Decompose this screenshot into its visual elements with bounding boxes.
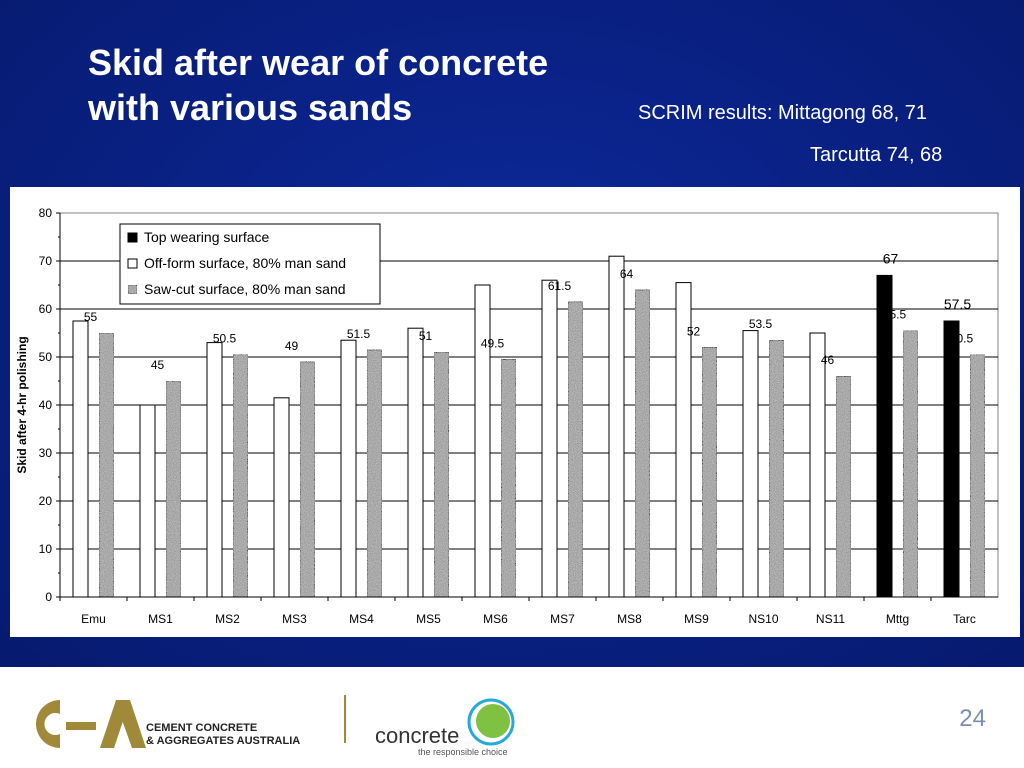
bar-saw-cut-MS7 (567, 301, 584, 598)
bar-off-form-NS11 (809, 332, 826, 598)
y-tick-label: 60 (39, 302, 53, 316)
cca-logo-icon (36, 700, 146, 748)
slide-background: Skid after wear of concrete with various… (0, 0, 1024, 667)
cca-logo-text: CEMENT CONCRETE & AGGREGATES AUSTRALIA (146, 722, 300, 748)
concrete-logo-word: concrete (375, 723, 460, 748)
x-tick-label: Mttg (886, 612, 909, 626)
data-label-saw-MS9: 52 (687, 324, 701, 338)
x-tick-label: Emu (81, 612, 106, 626)
data-label-saw-MS1: 45 (151, 358, 165, 372)
x-tick-label: MS1 (148, 612, 173, 626)
y-tick-label: 30 (39, 446, 53, 460)
y-axis-label: Skid after 4-hr polishing (15, 336, 29, 473)
logo-divider (344, 695, 346, 743)
bar-off-form-NS10 (742, 330, 759, 598)
x-tick-label: Tarc (953, 612, 976, 626)
data-label-saw-MS7: 61.5 (548, 279, 572, 293)
legend-label-0: Top wearing surface (144, 229, 270, 245)
data-label-saw-NS10: 53.5 (749, 317, 773, 331)
x-tick-label: NS11 (816, 612, 845, 626)
bar-saw-cut-MS1 (165, 380, 182, 598)
y-tick-label: 40 (39, 398, 53, 412)
chart-panel: 0 10 20 30 40 50 60 70 80 Skid after 4-hr polishi… (10, 187, 1020, 637)
bar-saw-cut-NS10 (768, 339, 785, 598)
bar-top-wearing-Tarc (943, 320, 960, 598)
bar-off-form-MS3 (273, 397, 290, 598)
bar-saw-cut-Mttg (902, 330, 919, 598)
slide-title-line2: with various sands (88, 87, 413, 128)
data-label-saw-Mttg: 55.5 (883, 308, 907, 322)
bar-saw-cut-Tarc (969, 354, 986, 598)
data-label-saw-MS2: 50.5 (213, 332, 237, 346)
legend-label-2: Saw-cut surface, 80% man sand (144, 281, 346, 297)
cca-line2: & AGGREGATES AUSTRALIA (146, 735, 301, 747)
bar-off-form-MS6 (474, 284, 491, 598)
data-label-saw-MS3: 49 (285, 339, 299, 353)
y-tick-label: 20 (39, 494, 53, 508)
data-label-saw-MS4: 51.5 (347, 327, 371, 341)
slide-number: 24 (959, 705, 986, 732)
slide-title: Skid after wear of concrete with various… (88, 40, 548, 130)
data-label-top-Tarc: 57.5 (944, 296, 971, 312)
bar-off-form-MS7 (541, 279, 558, 598)
y-tick-label: 70 (39, 254, 53, 268)
legend-box (119, 223, 381, 305)
bar-chart: 0 10 20 30 40 50 60 70 80 Skid after 4-hr polishi… (15, 206, 999, 626)
x-tick-label: MS3 (282, 612, 307, 626)
data-label-saw-Emu: 55 (84, 310, 98, 324)
footer: CEMENT CONCRETE & AGGREGATES AUSTRALIA c… (0, 667, 1024, 768)
y-tick-label: 10 (39, 542, 53, 556)
data-label-saw-MS6: 49.5 (481, 336, 505, 350)
data-label-saw-MS8: 64 (620, 267, 634, 281)
bar-off-form-MS5 (407, 327, 424, 598)
bar-saw-cut-NS11 (835, 375, 852, 598)
y-tick-label: 0 (45, 590, 52, 604)
scrim-results-line1: SCRIM results: Mittagong 68, 71 (638, 102, 928, 124)
legend-swatch-1 (127, 258, 138, 269)
x-tick-label: MS6 (483, 612, 508, 626)
bar-saw-cut-MS8 (634, 289, 651, 598)
bar-top-wearing-Mttg (876, 274, 893, 598)
x-tick-label: MS7 (550, 612, 575, 626)
x-tick-label: MS2 (215, 612, 240, 626)
x-tick-label: NS10 (748, 612, 778, 626)
bar-off-form-MS2 (206, 342, 223, 598)
bar-saw-cut-MS4 (366, 349, 383, 598)
concrete-logo-icon (467, 698, 515, 746)
bar-saw-cut-Emu (98, 332, 115, 598)
bar-off-form-MS4 (340, 339, 357, 598)
legend-label-1: Off-form surface, 80% man sand (144, 255, 346, 271)
slide-title-line1: Skid after wear of concrete (88, 42, 549, 83)
y-tick-label: 50 (39, 350, 53, 364)
x-tick-label: MS4 (349, 612, 374, 626)
data-label-saw-NS11: 46 (821, 353, 835, 367)
x-tick-label: MS5 (416, 612, 441, 626)
x-tick-label: MS8 (617, 612, 642, 626)
data-label-saw-MS5: 51 (419, 329, 433, 343)
data-label-top-Mttg: 67 (883, 250, 899, 266)
legend-swatch-2 (127, 284, 138, 295)
bar-saw-cut-MS6 (500, 358, 517, 598)
x-tick-label: MS9 (684, 612, 709, 626)
bar-saw-cut-MS2 (232, 354, 249, 598)
bar-off-form-Emu (72, 320, 89, 598)
bar-off-form-MS8 (608, 255, 625, 598)
legend-swatch-0 (127, 232, 138, 243)
scrim-results-line2: Tarcutta 74, 68 (810, 144, 943, 166)
data-label-saw-Tarc: 50.5 (950, 332, 974, 346)
cca-line1: CEMENT CONCRETE (146, 722, 258, 734)
bar-saw-cut-MS3 (299, 361, 316, 598)
bar-saw-cut-MS5 (433, 351, 450, 598)
concrete-logo-tagline: the responsible choice (418, 747, 508, 757)
y-tick-label: 80 (39, 206, 53, 220)
bar-off-form-MS1 (139, 404, 156, 598)
bar-saw-cut-MS9 (701, 346, 718, 598)
